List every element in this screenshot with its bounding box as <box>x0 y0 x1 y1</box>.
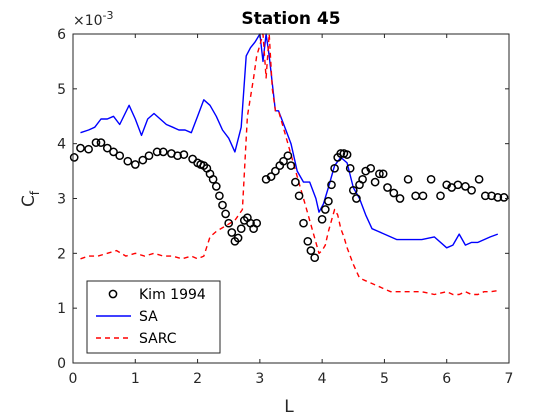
x-tick-label: 3 <box>255 371 264 387</box>
y-tick-label: 2 <box>57 246 66 262</box>
y-exponent-power: -3 <box>103 9 114 22</box>
legend: Kim 1994 SA SARC <box>87 281 220 353</box>
x-tick-label: 0 <box>69 371 78 387</box>
x-tick-label: 7 <box>505 371 514 387</box>
legend-label: SA <box>139 309 158 325</box>
y-axis-title-main: C <box>19 195 39 207</box>
y-exponent-base: ×10 <box>73 13 103 29</box>
x-tick-label: 5 <box>380 371 389 387</box>
y-tick-label: 3 <box>57 192 66 208</box>
y-tick-label: 4 <box>57 137 66 153</box>
y-tick-label: 0 <box>57 356 66 372</box>
chart-title: Station 45 <box>241 9 340 29</box>
legend-label: SARC <box>139 331 177 347</box>
y-tick-label: 5 <box>57 82 66 98</box>
x-axis-title: L <box>284 397 294 417</box>
x-tick-label: 1 <box>131 371 140 387</box>
legend-label: Kim 1994 <box>139 287 206 303</box>
x-tick-label: 6 <box>442 371 451 387</box>
y-tick-label: 1 <box>57 301 66 317</box>
x-tick-label: 2 <box>193 371 202 387</box>
y-tick-label: 6 <box>57 27 66 43</box>
x-tick-label: 4 <box>318 371 327 387</box>
